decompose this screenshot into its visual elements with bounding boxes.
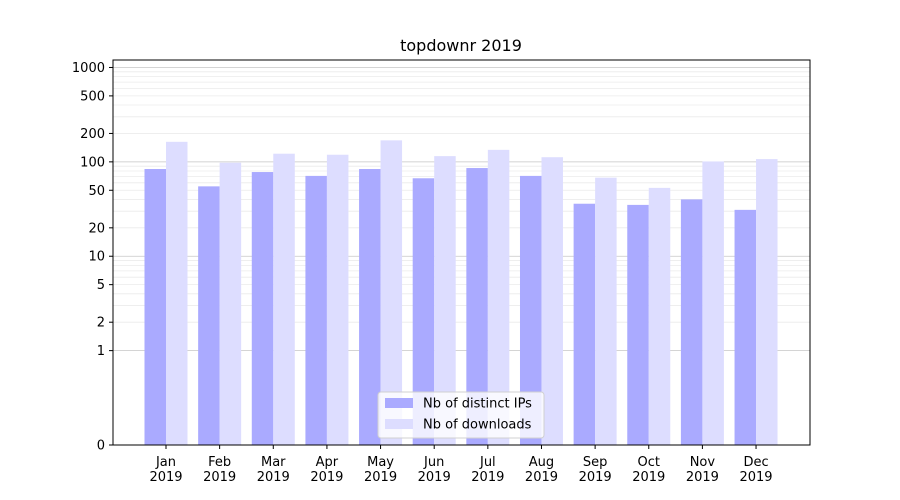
y-tick-label: 50 — [88, 184, 105, 199]
x-axis: Jan 2019 Feb 2019 Mar 2019 Apr 2019 May 2019 Jun 20… — [149, 445, 773, 485]
x-tick-label: May 2019 — [364, 455, 397, 485]
bar-downloads — [219, 162, 242, 445]
bar-downloads — [434, 156, 456, 446]
x-tick-label: Mar 2019 — [257, 455, 290, 485]
bar-distinct-ips — [466, 168, 488, 445]
y-tick-label: 10 — [88, 250, 105, 265]
y-tick-label: 0 — [97, 439, 105, 454]
legend-swatch — [385, 398, 413, 408]
y-tick-label: 5 — [97, 278, 105, 293]
bar-distinct-ips — [680, 199, 703, 445]
bar-downloads — [648, 187, 671, 446]
y-tick-label: 100 — [80, 155, 105, 170]
x-tick-label: Oct 2019 — [632, 455, 665, 485]
x-tick-label: Jul 2019 — [471, 455, 504, 485]
legend-box — [377, 391, 545, 439]
y-tick-label: 1 — [97, 344, 105, 359]
bar-downloads — [326, 154, 349, 445]
x-tick-label: Dec 2019 — [739, 455, 772, 485]
bars — [144, 140, 778, 446]
y-tick-label: 20 — [88, 221, 105, 236]
y-tick-label: 1000 — [72, 61, 105, 76]
bar-downloads — [380, 140, 403, 445]
bar-distinct-ips — [734, 209, 757, 445]
legend-label: Nb of downloads — [423, 418, 532, 433]
bar-downloads — [595, 177, 617, 446]
legend-swatch — [385, 419, 413, 429]
bar-downloads — [487, 149, 510, 445]
x-tick-label: Feb 2019 — [203, 455, 236, 485]
plot-area-frame — [112, 59, 811, 446]
y-tick-label: 2 — [97, 316, 105, 331]
bar-distinct-ips — [144, 169, 166, 445]
bar-distinct-ips — [305, 175, 327, 445]
legend: Nb of distinct IPs Nb of downloads — [377, 391, 545, 439]
x-tick-label: Nov 2019 — [686, 455, 719, 485]
y-axis: 0 1 2 5 10 20 50 100 200 500 1000 — [72, 61, 113, 454]
bar-downloads — [541, 157, 563, 446]
bar-distinct-ips — [573, 203, 596, 445]
x-tick-label: Jun 2019 — [418, 455, 451, 485]
bar-downloads — [273, 153, 295, 445]
bar-downloads — [166, 141, 188, 446]
bar-distinct-ips — [627, 204, 649, 445]
y-tick-label: 200 — [80, 127, 105, 142]
bar-distinct-ips — [519, 175, 542, 445]
legend-label: Nb of distinct IPs — [423, 397, 532, 412]
bar-downloads — [702, 161, 724, 445]
bar-distinct-ips — [198, 186, 220, 445]
bar-distinct-ips — [359, 169, 381, 445]
bar-distinct-ips — [412, 178, 435, 445]
bar-distinct-ips — [251, 172, 274, 445]
bar-downloads — [756, 159, 778, 445]
y-tick-label: 500 — [80, 89, 105, 104]
chart-title: topdownr 2019 — [400, 36, 522, 55]
x-tick-label: Jan 2019 — [149, 455, 182, 485]
x-tick-label: Aug 2019 — [525, 455, 558, 485]
x-tick-label: Sep 2019 — [579, 455, 612, 485]
x-tick-label: Apr 2019 — [310, 455, 343, 485]
